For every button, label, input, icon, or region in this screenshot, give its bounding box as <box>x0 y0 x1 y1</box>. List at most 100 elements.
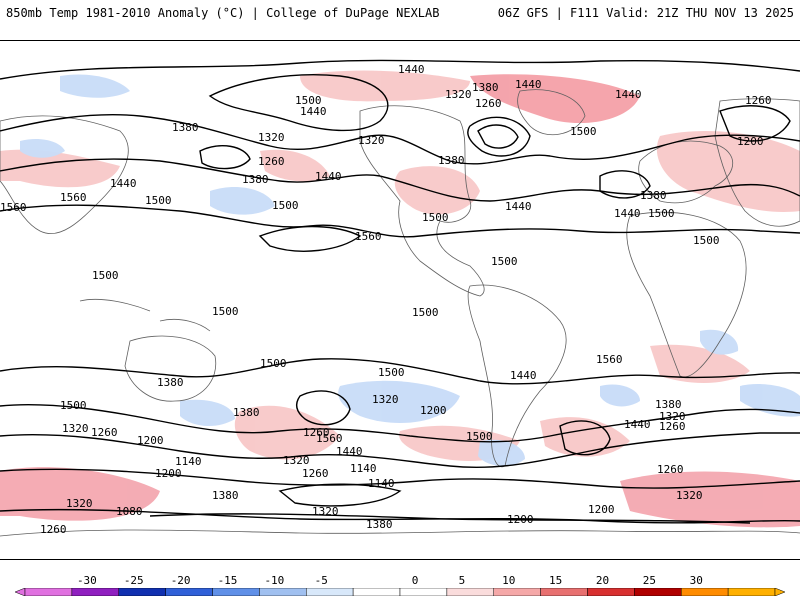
model-valid-time: 06Z GFS | F111 Valid: 21Z THU NOV 13 202… <box>497 6 794 20</box>
contour-label: 1440 <box>315 170 342 183</box>
contour-line <box>0 404 800 443</box>
south-america-coast <box>467 284 567 468</box>
contour-label: 1440 <box>615 88 642 101</box>
warm-anomaly-area <box>620 471 800 528</box>
colorbar-min-arrow <box>15 588 26 596</box>
contour-label: 1380 <box>233 406 260 419</box>
contour-label: 1440 <box>614 207 641 220</box>
contour-label: 1440 <box>336 445 363 458</box>
contour-label: 1500 <box>92 269 119 282</box>
warm-anomaly-area <box>650 344 750 383</box>
warm-anomaly-area <box>656 131 800 212</box>
colorbar-tick-label: -25 <box>123 574 144 587</box>
contour-line <box>208 74 389 132</box>
contour-line <box>599 170 651 199</box>
asia-east-coast <box>714 98 800 227</box>
contour-label: 1260 <box>302 467 329 480</box>
contour-label: 1260 <box>91 426 118 439</box>
contour-label: 1440 <box>110 177 137 190</box>
colorbar-tick-label: 30 <box>689 574 703 587</box>
contour-label: 1560 <box>0 201 27 214</box>
contour-label: 1260 <box>657 463 684 476</box>
contour-line <box>0 204 800 238</box>
contour-label: 1380 <box>212 489 239 502</box>
colorbar-swatch <box>540 588 588 596</box>
cold-anomaly-area <box>740 384 800 417</box>
contour-label: 1500 <box>60 399 87 412</box>
contour-label: 1500 <box>378 366 405 379</box>
colorbar-swatch <box>352 588 401 596</box>
colorbar-swatch <box>634 588 682 596</box>
contour-label: 1500 <box>648 207 675 220</box>
colorbar-tick-label: 5 <box>458 574 466 587</box>
contour-label: 1380 <box>242 173 269 186</box>
contour-label: 1560 <box>316 432 343 445</box>
contour-line <box>199 145 251 170</box>
contour-label: 1500 <box>466 430 493 443</box>
contour-label: 1260 <box>40 523 67 536</box>
map-canvas: 1440 1380 1440 1320 1260 1440 1500 1440 … <box>0 59 800 537</box>
contour-label: 1260 <box>745 94 772 107</box>
contour-label: 1380 <box>655 398 682 411</box>
greenland-coast <box>517 89 586 135</box>
warm-anomaly-area <box>300 70 470 102</box>
warm-anomaly-area <box>470 74 640 124</box>
contour-line <box>278 483 402 507</box>
colorbar-swatch <box>71 588 119 596</box>
colorbar-tick-labels: -30 -25 -20 -15 -10 -5 0 5 10 15 20 25 30 <box>0 574 800 588</box>
north-america-coast <box>359 105 485 297</box>
contour-line <box>467 116 531 157</box>
cold-anomaly-area <box>600 384 640 407</box>
contour-label: 1140 <box>368 477 395 490</box>
contour-label: 1500 <box>260 357 287 370</box>
contour-label: 1440 <box>510 369 537 382</box>
colorbar-swatch <box>399 588 448 596</box>
anomaly-map: 1440 1380 1440 1320 1260 1440 1500 1440 … <box>0 40 800 560</box>
contour-label: 1320 <box>258 131 285 144</box>
contour-labels: 1440 1380 1440 1320 1260 1440 1500 1440 … <box>0 63 772 536</box>
contour-label: 1560 <box>355 230 382 243</box>
colorbar-swatch <box>681 588 729 596</box>
cold-anomaly-area <box>60 74 130 98</box>
contour-label: 1260 <box>258 155 285 168</box>
contour-label: 1500 <box>295 94 322 107</box>
contour-label: 1140 <box>175 455 202 468</box>
contour-label: 1560 <box>596 353 623 366</box>
contour-label: 1320 <box>312 505 339 518</box>
colorbar-tick-label: 0 <box>411 574 419 587</box>
contour-label: 1200 <box>137 434 164 447</box>
contour-label: 1380 <box>366 518 393 531</box>
colorbar-max-arrow <box>774 588 785 596</box>
warm-anomaly-area <box>394 166 480 215</box>
contour-label: 1380 <box>172 121 199 134</box>
warm-anomaly-area <box>234 405 340 460</box>
contour-label: 1440 <box>398 63 425 76</box>
cold-anomaly-area <box>180 399 235 427</box>
contour-label: 1440 <box>505 200 532 213</box>
cold-anomaly-area <box>478 439 525 467</box>
contour-label: 1320 <box>62 422 89 435</box>
map-title: 850mb Temp 1981-2010 Anomaly (°C) | Coll… <box>6 6 440 20</box>
colorbar-tick-label: -20 <box>170 574 191 587</box>
contour-label: 1500 <box>272 199 299 212</box>
contour-line <box>149 513 751 524</box>
contour-label: 1260 <box>475 97 502 110</box>
contour-label: 1200 <box>588 503 615 516</box>
contour-line <box>719 105 791 142</box>
africa-coast <box>626 211 747 378</box>
contour-label: 1500 <box>145 194 172 207</box>
contour-line <box>0 158 800 202</box>
contour-label: 1440 <box>515 78 542 91</box>
colorbar-tick-label: 25 <box>642 574 656 587</box>
cold-anomaly-area <box>210 186 275 215</box>
warm-anomaly-area <box>0 467 160 521</box>
contour-label: 1320 <box>659 410 686 423</box>
contour-line <box>296 390 351 426</box>
colorbar-swatch <box>587 588 635 596</box>
colorbar-tick-label: -15 <box>217 574 238 587</box>
contour-label: 1500 <box>422 211 449 224</box>
cold-anomaly-shading <box>20 74 800 467</box>
height-contours <box>0 59 800 524</box>
europe-coast <box>638 140 734 204</box>
indonesia-islands <box>79 298 211 332</box>
